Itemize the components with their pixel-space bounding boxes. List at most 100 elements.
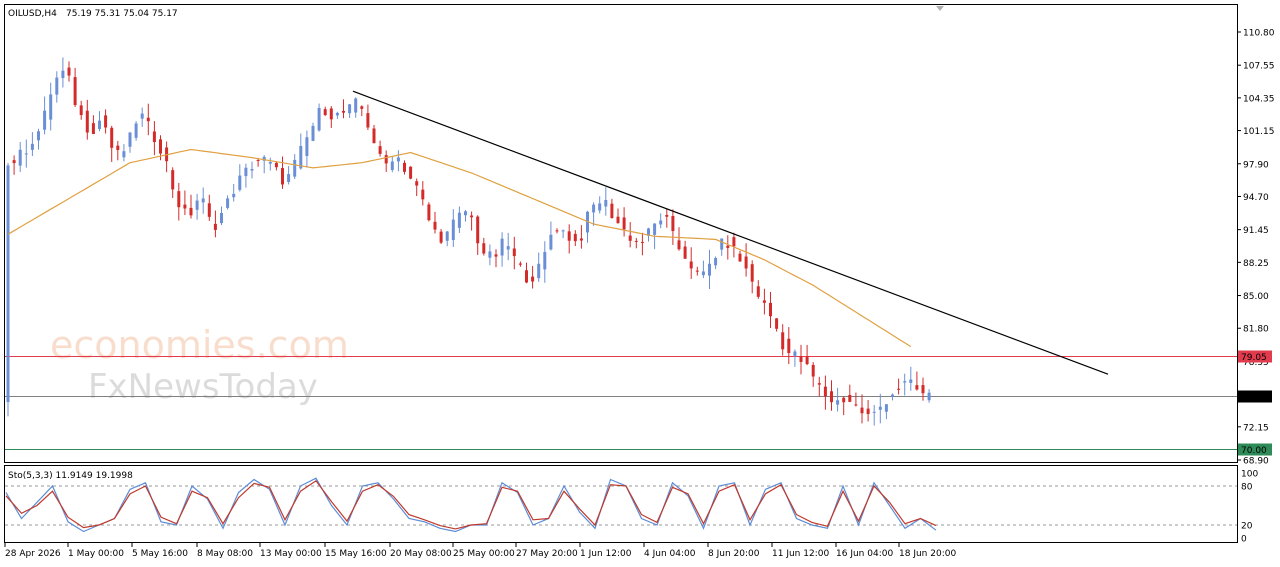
candle-body xyxy=(683,246,687,259)
candle-body xyxy=(549,234,553,250)
candle-body xyxy=(244,167,248,177)
candle-body xyxy=(915,385,919,390)
candle-body xyxy=(195,200,199,210)
candle-body xyxy=(823,386,827,397)
candle-body xyxy=(55,77,59,95)
candle-body xyxy=(67,67,71,76)
price-tick-label: 85.00 xyxy=(1243,292,1269,302)
candle-body xyxy=(311,125,315,141)
time-tick-label: 13 May 00:00 xyxy=(260,549,322,559)
candle-body xyxy=(49,94,53,120)
price-tick-label: 72.15 xyxy=(1243,423,1269,433)
candle-body xyxy=(207,203,211,217)
candle-body xyxy=(836,400,840,405)
stochastic-tick-label: 20 xyxy=(1241,522,1253,532)
candle-body xyxy=(384,155,388,164)
descending-trendline xyxy=(352,90,1109,375)
candle-body xyxy=(30,143,34,150)
stochastic-tick-label: 100 xyxy=(1241,470,1258,480)
candle-body xyxy=(122,151,126,158)
resistance-line-label: 79.05 xyxy=(1241,353,1267,363)
candle-body xyxy=(18,149,22,166)
candle-body xyxy=(525,270,528,283)
candle-body xyxy=(323,109,327,116)
candle-body xyxy=(274,162,278,168)
candle-body xyxy=(61,70,65,78)
chart-shift-marker-icon[interactable] xyxy=(936,6,944,11)
candle-body xyxy=(85,110,89,133)
candle-body xyxy=(592,204,596,213)
candle-body xyxy=(927,392,931,401)
candle-body xyxy=(37,131,40,141)
candle-body xyxy=(762,300,766,303)
candle-body xyxy=(842,397,846,403)
time-tick-label: 20 May 08:00 xyxy=(390,549,452,559)
time-tick-label: 8 May 08:00 xyxy=(197,549,253,559)
time-tick-label: 27 May 20:00 xyxy=(516,549,578,559)
candle-body xyxy=(872,411,876,413)
candle-body xyxy=(628,235,632,241)
candle-body xyxy=(128,132,132,147)
candle-body xyxy=(281,168,284,185)
candle-body xyxy=(482,243,486,254)
candle-body xyxy=(201,198,205,203)
watermark: economies.com FxNewsToday xyxy=(50,323,349,407)
candle-body xyxy=(177,191,181,208)
time-tick-label: 11 Jun 12:00 xyxy=(772,549,829,559)
candle-body xyxy=(171,170,175,190)
candle-body xyxy=(799,356,803,362)
candle-body xyxy=(769,302,772,317)
candle-body xyxy=(860,407,864,414)
candle-body xyxy=(653,223,657,235)
stochastic-signal-line xyxy=(5,479,937,530)
resistance-line-tag xyxy=(1238,350,1272,363)
candle-body xyxy=(647,228,650,236)
candle-body xyxy=(573,233,577,242)
price-tick-label: 110.80 xyxy=(1243,29,1275,39)
candle-body xyxy=(903,381,907,383)
candle-body xyxy=(830,391,833,403)
candle-body xyxy=(91,123,95,135)
candle-body xyxy=(421,189,425,200)
price-tick-label: 104.35 xyxy=(1243,94,1275,104)
candle-body xyxy=(891,394,894,397)
price-tick-label: 101.15 xyxy=(1243,127,1275,137)
candle-body xyxy=(756,286,760,297)
candle-body xyxy=(854,404,858,406)
candle-body xyxy=(104,115,108,128)
candle-body xyxy=(738,253,742,262)
candle-body xyxy=(342,110,345,113)
candle-body xyxy=(476,216,480,244)
candle-body xyxy=(531,276,535,282)
candle-body xyxy=(610,203,614,219)
price-tick-label: 107.55 xyxy=(1243,62,1275,72)
candle-body xyxy=(732,237,736,247)
candle-body xyxy=(43,110,47,130)
candle-body xyxy=(543,251,547,270)
current-price-line-tag xyxy=(1238,390,1272,403)
moving-average-line xyxy=(7,148,912,348)
candle-body xyxy=(268,161,272,164)
candle-body xyxy=(439,231,443,243)
candle-body xyxy=(787,338,791,354)
candle-body xyxy=(494,254,498,257)
candle-body xyxy=(372,128,376,144)
candle-body xyxy=(598,203,602,211)
time-tick-label: 5 May 16:00 xyxy=(132,549,188,559)
candle-body xyxy=(250,169,254,171)
candle-body xyxy=(220,212,223,224)
watermark-economies: economies.com xyxy=(50,323,349,367)
candle-body xyxy=(561,230,565,232)
candle-body xyxy=(403,162,406,172)
candle-body xyxy=(793,351,797,356)
stochastic-tick-label: 80 xyxy=(1241,483,1253,493)
candle-body xyxy=(708,263,711,276)
candle-body xyxy=(409,166,413,179)
candle-body xyxy=(366,113,370,128)
candle-body xyxy=(616,216,620,224)
candle-body xyxy=(714,258,718,266)
support-line-label: 70.00 xyxy=(1241,446,1267,456)
candle-body xyxy=(348,104,352,114)
price-tick-label: 68.90 xyxy=(1243,457,1269,467)
